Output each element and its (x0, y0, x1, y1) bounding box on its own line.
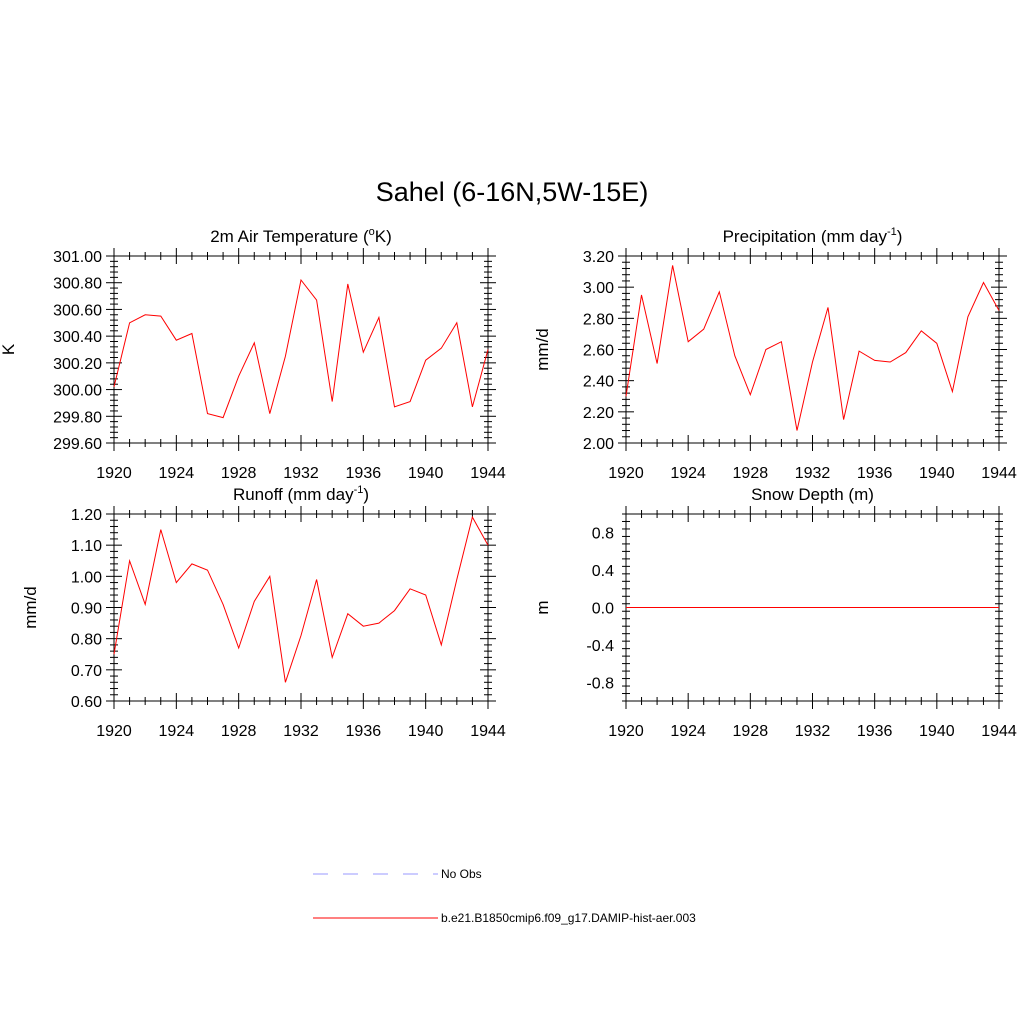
y-tick-label: 0.0 (592, 601, 614, 618)
x-tick-label: 1940 (408, 465, 444, 482)
x-tick-label: 1924 (670, 465, 706, 482)
y-tick-label: 300.80 (53, 276, 102, 293)
x-tick-label: 1924 (159, 465, 195, 482)
x-tick-label: 1928 (733, 465, 769, 482)
x-tick-label: 1932 (795, 723, 831, 740)
panel-title-suffix: ) (363, 485, 369, 504)
panel-title: 2m Air Temperature (oK) (210, 226, 392, 246)
y-tick-label: 0.60 (71, 694, 102, 711)
y-tick-label: -0.4 (586, 638, 614, 655)
x-tick-label: 1920 (96, 465, 132, 482)
y-tick-label: 2.00 (583, 436, 614, 453)
panel-title-text: 2m Air Temperature ( (210, 227, 369, 246)
panel-title-superscript: -1 (887, 226, 897, 238)
y-tick-label: 300.00 (53, 383, 102, 400)
panel-title: Snow Depth (m) (751, 485, 874, 504)
x-tick-label: 1940 (408, 723, 444, 740)
series-line (625, 265, 1000, 431)
panels-container: 1920 1924 1928 1932 1936 1940 1944 299.60 299.80… (0, 226, 1017, 740)
legend-label-no-obs: No Obs (441, 867, 482, 881)
x-tick-label: 1924 (670, 723, 706, 740)
x-tick-label: 1936 (346, 723, 382, 740)
y-tick-label: 0.90 (71, 601, 102, 618)
y-tick-label: 3.20 (583, 249, 614, 266)
y-tick-label: 299.60 (53, 436, 102, 453)
panel-title: Precipitation (mm day-1) (723, 226, 903, 246)
legend-label-model: b.e21.B1850cmip6.f09_g17.DAMIP-hist-aer.… (441, 911, 696, 925)
x-tick-label: 1944 (470, 465, 506, 482)
y-tick-label: 1.00 (71, 569, 102, 586)
x-tick-label: 1936 (857, 723, 893, 740)
y-tick-label: 0.70 (71, 663, 102, 680)
y-axis-label: mm/d (21, 586, 40, 629)
y-tick-label: 300.40 (53, 329, 102, 346)
x-tick-label: 1932 (795, 465, 831, 482)
y-axis-label: mm/d (533, 328, 552, 371)
main-title: Sahel (6-16N,5W-15E) (376, 177, 649, 207)
y-axis-label: m (533, 600, 552, 614)
panel-title-superscript: -1 (354, 484, 364, 496)
y-tick-label: 299.80 (53, 409, 102, 426)
panel-title-superscript: o (369, 226, 375, 238)
x-tick-label: 1928 (733, 723, 769, 740)
x-tick-label: 1928 (221, 723, 257, 740)
y-axis-label: K (0, 343, 18, 355)
y-tick-label: -0.8 (586, 675, 614, 692)
panel-title-text: Snow Depth (m) (751, 485, 874, 504)
panel-runoff: 1920 1924 1928 1932 1936 1940 1944 0.60 0.70 0.80… (21, 484, 506, 740)
x-tick-label: 1924 (159, 723, 195, 740)
y-tick-label: 1.10 (71, 538, 102, 555)
legend: No Obs b.e21.B1850cmip6.f09_g17.DAMIP-hi… (313, 867, 696, 925)
x-tick-label: 1944 (470, 723, 506, 740)
panel-title: Runoff (mm day-1) (233, 484, 369, 504)
panel-precipitation: 1920 1924 1928 1932 1936 1940 1944 2.00 2.20 2.40… (533, 226, 1017, 482)
y-tick-label: 0.4 (592, 563, 614, 580)
x-tick-label: 1920 (96, 723, 132, 740)
x-tick-label: 1932 (283, 465, 319, 482)
y-tick-label: 2.60 (583, 343, 614, 360)
y-tick-label: 2.40 (583, 374, 614, 391)
panel-snow-depth: 1920 1924 1928 1932 1936 1940 1944 -0.8 -0.4 0.0 0… (533, 485, 1017, 740)
y-tick-label: 3.00 (583, 280, 614, 297)
x-tick-label: 1940 (919, 465, 955, 482)
x-tick-label: 1936 (857, 465, 893, 482)
x-tick-label: 1920 (608, 465, 644, 482)
series-line (113, 278, 489, 419)
x-tick-label: 1940 (919, 723, 955, 740)
y-tick-label: 300.60 (53, 302, 102, 319)
x-tick-label: 1928 (221, 465, 257, 482)
y-tick-label: 300.20 (53, 356, 102, 373)
y-tick-label: 301.00 (53, 249, 102, 266)
panel-title-suffix: K) (375, 227, 392, 246)
panel-title-text: Runoff (mm day (233, 485, 354, 504)
y-tick-label: 1.20 (71, 507, 102, 524)
y-tick-label: 2.20 (583, 405, 614, 422)
y-tick-label: 2.80 (583, 311, 614, 328)
y-tick-label: 0.8 (592, 526, 614, 543)
x-tick-label: 1920 (608, 723, 644, 740)
series-line (113, 515, 489, 683)
x-tick-label: 1944 (981, 465, 1017, 482)
x-tick-label: 1932 (283, 723, 319, 740)
panel-temperature: 1920 1924 1928 1932 1936 1940 1944 299.60 299.80… (0, 226, 506, 482)
panel-title-text: Precipitation (mm day (723, 227, 888, 246)
x-tick-label: 1936 (346, 465, 382, 482)
x-tick-label: 1944 (981, 723, 1017, 740)
panel-title-suffix: ) (897, 227, 903, 246)
y-tick-label: 0.80 (71, 632, 102, 649)
